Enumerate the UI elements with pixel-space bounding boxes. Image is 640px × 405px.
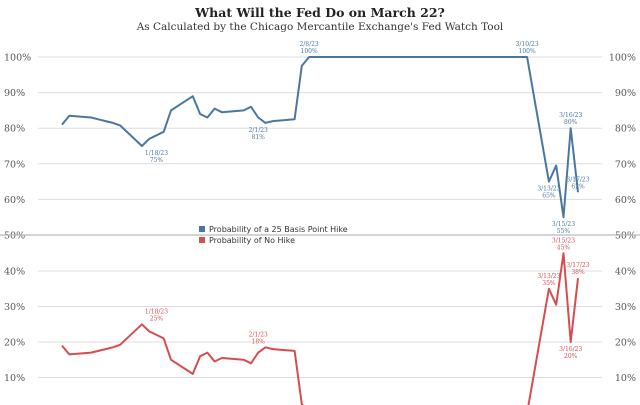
- y-tick-label-left: 10%: [4, 373, 25, 384]
- y-tick-label-left: 60%: [4, 195, 25, 206]
- y-tick-label-right: 40%: [615, 267, 636, 278]
- data-label-date: 3/13/23: [537, 186, 560, 193]
- data-label-date: 3/15/23: [552, 237, 575, 244]
- y-tick-label-left: 30%: [4, 302, 25, 313]
- series-line-no-hike: [61, 252, 579, 405]
- y-tick-label-right: 80%: [615, 124, 636, 135]
- data-label-date: 1/18/23: [145, 308, 168, 315]
- data-label-date: 3/10/23: [516, 41, 539, 48]
- data-label-value: 25%: [150, 315, 164, 322]
- data-label-value: 81%: [252, 134, 266, 141]
- data-label-date: 3/16/23: [559, 346, 582, 353]
- data-label-date: 3/15/23: [552, 221, 575, 228]
- data-label-date: 3/17/23: [566, 176, 589, 183]
- y-tick-label-right: 20%: [615, 338, 636, 349]
- y-tick-label-left: 50%: [4, 231, 25, 242]
- data-label-value: 65%: [542, 193, 556, 200]
- data-label-value: 75%: [150, 157, 164, 164]
- data-label-value: 62%: [571, 183, 585, 190]
- data-label-date: 3/17/23: [566, 262, 589, 269]
- legend-label-hike: Probability of a 25 Basis Point Hike: [209, 225, 348, 234]
- data-label-date: 3/13/23: [537, 273, 560, 280]
- y-tick-label-right: 50%: [615, 231, 636, 242]
- data-label-value: 35%: [542, 280, 556, 287]
- data-label-value: 20%: [564, 353, 578, 360]
- data-label-value: 18%: [252, 338, 266, 345]
- data-label-value: 38%: [571, 269, 585, 276]
- y-tick-label-right: 70%: [615, 159, 636, 170]
- legend-label-nohike: Probability of No Hike: [209, 236, 295, 245]
- y-tick-label-left: 20%: [4, 338, 25, 349]
- legend-swatch-nohike: [199, 237, 205, 243]
- data-label-value: 45%: [557, 244, 571, 251]
- data-label-value: 100%: [301, 48, 318, 55]
- chart-title: What Will the Fed Do on March 22?: [195, 5, 445, 20]
- y-tick-label-left: 100%: [4, 53, 31, 64]
- data-label-value: 80%: [564, 119, 578, 126]
- y-tick-label-left: 90%: [4, 88, 25, 99]
- chart-subtitle: As Calculated by the Chicago Mercantile …: [136, 21, 504, 33]
- legend-swatch-hike: [199, 226, 205, 232]
- y-tick-label-left: 40%: [4, 267, 25, 278]
- y-tick-label-left: 70%: [4, 159, 25, 170]
- series-line-hike: [61, 56, 579, 219]
- y-tick-label-right: 60%: [615, 195, 636, 206]
- y-tick-label-right: 10%: [615, 373, 636, 384]
- y-tick-label-right: 100%: [609, 53, 636, 64]
- data-label-value: 55%: [557, 228, 571, 235]
- y-tick-label-right: 30%: [615, 302, 636, 313]
- data-label-date: 2/1/23: [249, 127, 268, 134]
- data-label-date: 2/8/23: [299, 41, 318, 48]
- data-label-date: 2/1/23: [249, 331, 268, 338]
- data-label-value: 100%: [519, 48, 536, 55]
- y-tick-label-right: 90%: [615, 88, 636, 99]
- data-label-date: 1/18/23: [145, 150, 168, 157]
- y-tick-label-left: 80%: [4, 124, 25, 135]
- data-label-date: 3/16/23: [559, 112, 582, 119]
